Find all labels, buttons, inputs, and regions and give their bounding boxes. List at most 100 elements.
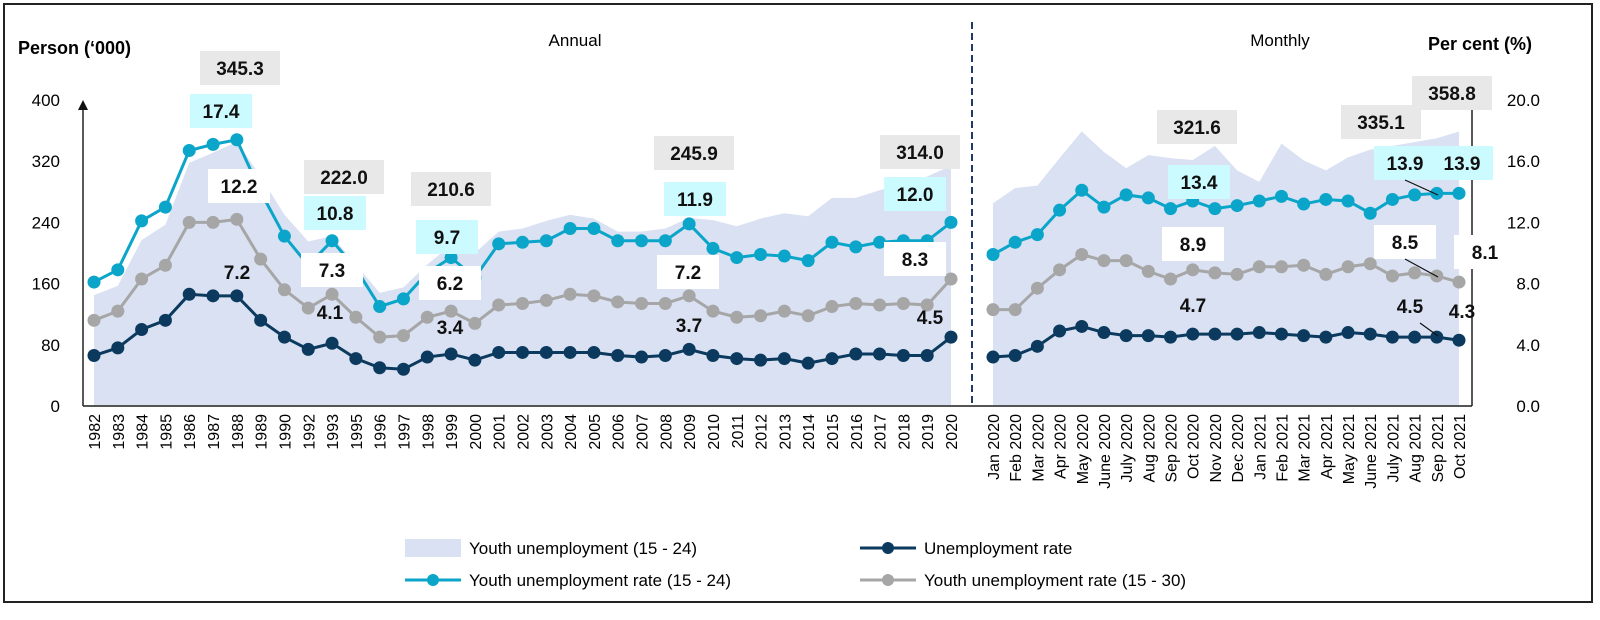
point-dark-monthly [1164, 330, 1178, 344]
point-gray-annual [896, 296, 910, 310]
data-label-teal: 11.9 [677, 190, 713, 211]
data-label-box-teal [304, 196, 366, 230]
point-dark-annual [277, 330, 291, 344]
data-label-dark: 7.2 [224, 263, 250, 284]
point-gray-annual [849, 296, 863, 310]
point-teal-monthly [1097, 200, 1111, 214]
x-tick-label-annual: 2010 [706, 414, 723, 450]
right-tick-label: 20.0 [1507, 91, 1540, 110]
panel-title-annual: Annual [549, 31, 602, 50]
point-gray-annual [396, 329, 410, 343]
chart-frame [3, 3, 1593, 603]
data-label-gray: 12.2 [221, 177, 258, 198]
point-dark-monthly [1141, 329, 1155, 343]
point-teal-annual [539, 234, 553, 248]
point-teal-annual [944, 215, 958, 229]
x-tick-label-monthly: Mar 2021 [1297, 414, 1314, 482]
point-gray-monthly [1252, 260, 1266, 274]
point-dark-annual [611, 349, 625, 363]
right-tick-label: 8.0 [1516, 275, 1540, 294]
legend-marker-gray [882, 574, 894, 586]
data-label-dark: 4.1 [317, 303, 344, 324]
data-label-area: 358.8 [1428, 84, 1476, 105]
point-teal-annual [706, 241, 720, 255]
x-tick-label-annual: 1989 [254, 414, 271, 450]
x-tick-label-monthly: Nov 2020 [1208, 414, 1225, 483]
x-tick-label-annual: 2017 [873, 414, 890, 450]
point-gray-monthly [1141, 264, 1155, 278]
point-dark-annual [682, 342, 696, 356]
x-tick-label-monthly: June 2021 [1363, 414, 1380, 489]
point-dark-monthly [1363, 327, 1377, 341]
point-dark-monthly [1430, 330, 1444, 344]
data-label-teal: 10.8 [317, 204, 354, 225]
x-tick-label-annual: 2013 [777, 414, 794, 450]
point-dark-annual [944, 330, 958, 344]
point-teal-annual [516, 235, 529, 249]
data-label-dark: 4.3 [1449, 302, 1475, 323]
legend-label-teal: Youth unemployment rate (15 - 24) [469, 571, 731, 590]
leader-line [1404, 258, 1439, 278]
data-label-gray: 8.5 [1392, 233, 1419, 254]
point-teal-annual [277, 229, 291, 243]
point-gray-annual [87, 313, 101, 327]
x-tick-label-monthly: Oct 2021 [1452, 414, 1469, 479]
point-gray-annual [349, 310, 363, 324]
data-label-box-area [1341, 105, 1421, 139]
point-teal-monthly [1208, 202, 1222, 216]
point-dark-annual [111, 341, 125, 355]
x-tick-label-monthly: May 2021 [1341, 414, 1358, 484]
right-tick-label: 4.0 [1516, 336, 1540, 355]
point-teal-annual [135, 214, 149, 228]
data-label-area: 345.3 [216, 59, 264, 80]
point-dark-annual [444, 347, 458, 361]
point-gray-monthly [1408, 266, 1422, 280]
data-label-gray: 7.2 [675, 263, 701, 284]
x-tick-label-annual: 2003 [539, 414, 556, 450]
legend-label-dark: Unemployment rate [924, 539, 1072, 558]
x-tick-label-annual: 2002 [516, 414, 533, 450]
point-gray-monthly [1274, 260, 1288, 274]
x-tick-label-monthly: Jan 2021 [1252, 414, 1269, 480]
left-tick-label: 320 [32, 152, 60, 171]
point-gray-annual [920, 298, 934, 312]
point-teal-annual [849, 240, 863, 254]
point-dark-annual [563, 345, 577, 359]
point-dark-annual [587, 345, 601, 359]
point-gray-monthly [1030, 281, 1044, 295]
data-label-box-gray [301, 253, 363, 287]
data-label-box-area [411, 172, 491, 206]
x-tick-label-annual: 1985 [158, 414, 175, 450]
point-dark-monthly [1097, 326, 1111, 340]
point-dark-monthly [1053, 324, 1067, 338]
point-gray-annual [873, 298, 887, 312]
point-gray-annual [801, 309, 815, 323]
x-tick-label-annual: 1988 [230, 414, 247, 450]
point-dark-annual [396, 362, 410, 376]
point-dark-annual [420, 350, 434, 364]
data-label-box-gray [884, 242, 946, 276]
point-gray-annual [825, 300, 839, 314]
point-teal-annual [635, 234, 649, 248]
point-dark-annual [730, 352, 744, 366]
legend-marker-teal [427, 574, 439, 586]
point-dark-monthly [1075, 319, 1089, 333]
x-tick-label-annual: 2019 [920, 414, 937, 450]
data-label-teal: 13.4 [1181, 173, 1218, 194]
x-tick-label-monthly: June 2020 [1097, 414, 1114, 489]
data-label-box-area [1157, 110, 1237, 144]
point-teal-monthly [1252, 194, 1266, 208]
data-label-dark: 3.4 [437, 318, 464, 339]
x-tick-label-annual: 1993 [325, 414, 342, 450]
point-dark-monthly [1030, 339, 1044, 353]
point-gray-monthly [1385, 269, 1399, 283]
x-tick-label-annual: 2007 [635, 414, 652, 450]
point-gray-annual [135, 272, 149, 286]
data-label-box-teal [190, 94, 252, 128]
x-tick-label-annual: 1982 [87, 414, 104, 450]
x-tick-label-monthly: Feb 2021 [1274, 414, 1291, 482]
point-teal-annual [825, 235, 839, 249]
point-gray-monthly [1452, 275, 1466, 289]
point-gray-annual [325, 287, 339, 301]
